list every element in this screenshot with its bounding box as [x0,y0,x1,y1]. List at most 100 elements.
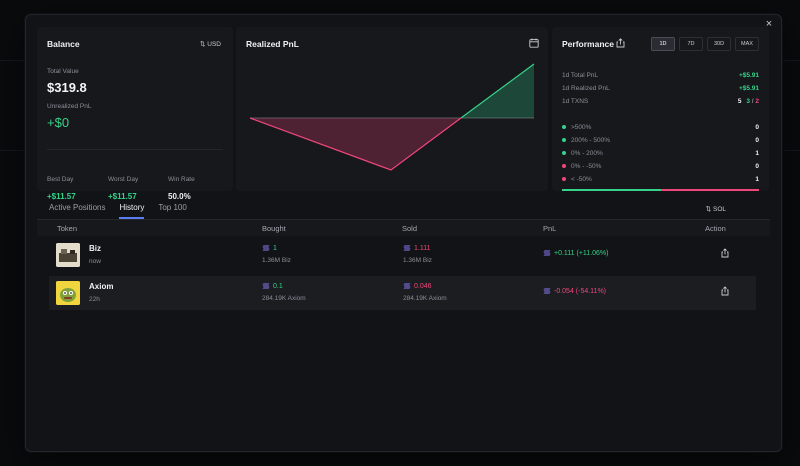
calendar-icon[interactable] [529,38,539,48]
txns-row: 1d TXNS 5 3 / 2 [562,96,759,106]
bucket-count: 0 [755,162,759,170]
close-button[interactable]: × [765,18,773,30]
tab-top-100[interactable]: Top 100 [158,203,187,212]
share-icon[interactable] [721,248,729,258]
win-rate-label: Win Rate [168,176,195,183]
token-avatar [56,243,80,267]
token-time: 22h [89,296,100,303]
share-icon[interactable] [616,38,625,48]
best-day-label: Best Day [47,176,74,183]
bucket-row: 0% - -50% 0 [562,161,759,171]
timeframe-selector: 1D 7D 30D MAX [651,37,759,51]
sold-amount: 0.046 [414,283,432,290]
total-pnl-value: +$5.91 [738,71,759,79]
timeframe-max-button[interactable]: MAX [735,37,759,51]
balance-title: Balance [47,39,80,49]
token-name[interactable]: Biz [89,244,101,253]
solana-icon [403,245,411,251]
bucket-row: < -50% 1 [562,174,759,184]
performance-card: Performance 1D 7D 30D MAX 1d Total PnL +… [552,27,769,191]
bucket-row: 200% - 500% 0 [562,135,759,145]
total-value-label: Total Value [47,68,79,75]
txns-label: 1d TXNS [562,97,589,105]
header-action: Action [705,224,726,233]
positions-tabs: Active Positions History Top 100 [49,203,187,219]
bucket-row: >500% 0 [562,122,759,132]
bucket-label: >500% [571,123,592,131]
header-sold: Sold [402,224,418,233]
bought-tokens: 284.19K Axiom [262,295,306,302]
sold-tokens: 284.19K Axiom [403,295,447,302]
realized-pnl-card: Realized PnL [236,27,548,191]
token-name[interactable]: Axiom [89,282,114,291]
balance-card: Balance ⇅ USD Total Value $319.8 Unreali… [37,27,233,201]
solana-icon [403,283,411,289]
worst-day-stat: Worst Day +$11.57 [108,168,138,201]
currency-toggle[interactable]: ⇅ USD [200,40,221,48]
total-pnl-label: 1d Total PnL [562,71,599,79]
unit-toggle-label: SOL [712,206,726,213]
table-row[interactable]: Axiom 22h 0.1 284.19K Axiom 0.046 284.19… [49,276,756,310]
bucket-label: 0% - 200% [571,149,603,157]
bought-tokens: 1.36M Biz [262,257,291,264]
wallet-pnl-modal: × Balance ⇅ USD Total Value $319.8 Unrea… [25,14,782,452]
best-day-stat: Best Day +$11.57 [47,168,76,201]
solana-icon [543,250,551,256]
header-bought: Bought [262,224,286,233]
txns-separator: / [751,97,754,105]
table-header: Token Bought Sold PnL Action [37,220,770,236]
bucket-label: < -50% [571,175,592,183]
unrealized-pnl-value: +$0 [47,115,70,130]
solana-icon [543,288,551,294]
tabs-divider [37,219,770,220]
swap-icon: ⇅ [705,206,712,213]
bucket-dot [562,176,566,181]
realized-pnl-chart [249,63,535,171]
win-rate-stat: Win Rate 50.0% [168,168,195,201]
txns-sells: 2 [755,97,759,105]
bucket-dot [562,124,566,129]
table-row[interactable]: Biz now 1 1.36M Biz 1.111 1.36M Biz +0.1… [49,238,756,272]
bucket-label: 0% - -50% [571,162,602,170]
realized-pnl-label: 1d Realized PnL [562,84,610,92]
tab-history[interactable]: History [119,203,145,219]
unit-toggle[interactable]: ⇅ SOL [706,205,726,213]
txns-buys: 3 [746,97,750,105]
header-token: Token [57,224,78,233]
bucket-count: 0 [755,123,759,131]
timeframe-7d-button[interactable]: 7D [679,37,703,51]
gain-line [460,63,535,119]
bought-amount: 1 [273,245,277,252]
total-pnl-row: 1d Total PnL +$5.91 [562,70,759,80]
sold-amount: 1.111 [414,245,431,252]
worst-day-value: +$11.57 [108,192,137,201]
win-loss-bar [562,189,759,191]
pnl-value: +0.111 (+11.06%) [554,250,609,257]
tab-active-positions[interactable]: Active Positions [49,203,106,212]
share-icon[interactable] [721,286,729,296]
bucket-count: 0 [755,136,759,144]
best-day-value: +$11.57 [47,192,76,201]
solana-icon [262,283,270,289]
timeframe-1d-button[interactable]: 1D [651,37,675,51]
txns-total: 5 [737,97,742,105]
bucket-count: 1 [755,149,759,157]
total-value: $319.8 [47,80,87,95]
sold-tokens: 1.36M Biz [403,257,432,264]
bucket-dot [562,163,566,168]
win-rate-value: 50.0% [168,192,191,201]
solana-icon [262,245,270,251]
swap-icon: ⇅ [200,41,206,48]
balance-divider [47,149,223,150]
realized-pnl-title: Realized PnL [246,39,299,49]
bucket-label: 200% - 500% [571,136,611,144]
timeframe-30d-button[interactable]: 30D [707,37,731,51]
bucket-dot [562,150,566,155]
bucket-row: 0% - 200% 1 [562,148,759,158]
bucket-dot [562,137,566,142]
txns-value: 5 3 / 2 [738,98,759,105]
loss-line [249,117,462,171]
unrealized-pnl-label: Unrealized PnL [47,103,92,110]
realized-pnl-row: 1d Realized PnL +$5.91 [562,83,759,93]
worst-day-label: Worst Day [108,176,139,183]
